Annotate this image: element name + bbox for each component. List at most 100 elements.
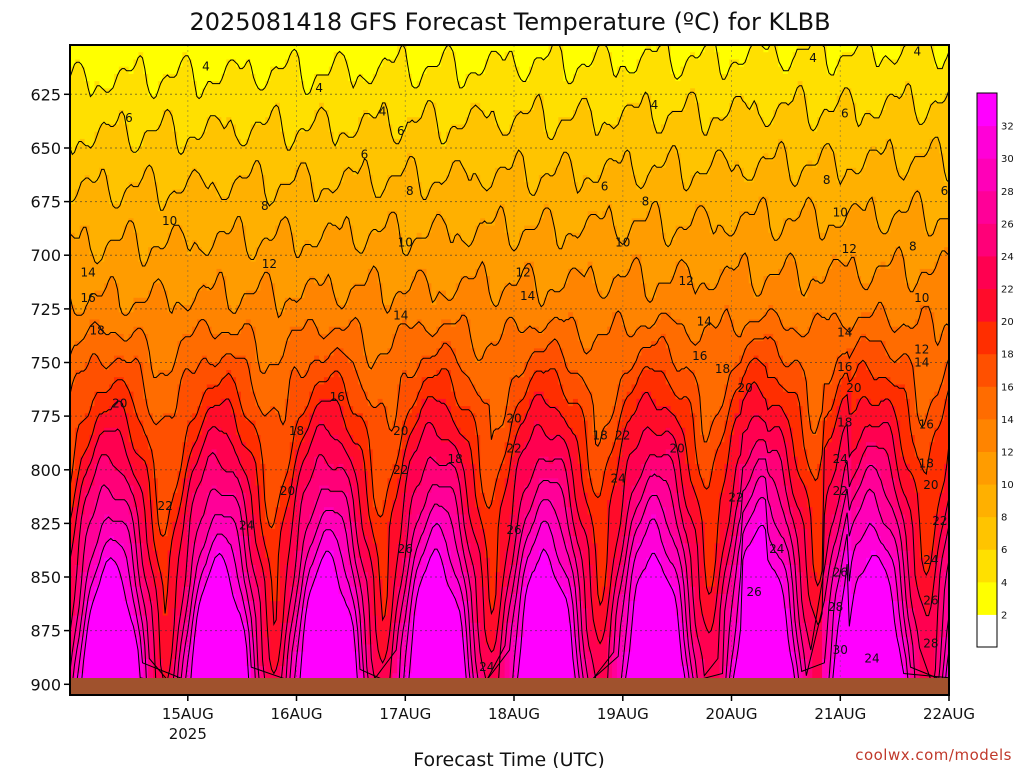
temperature-band-cell bbox=[714, 326, 721, 414]
temperature-band-cell bbox=[734, 622, 740, 660]
temperature-band-cell bbox=[284, 565, 291, 624]
temperature-band-cell bbox=[553, 579, 559, 695]
contour-label: 14 bbox=[697, 315, 712, 329]
temperature-band-cell bbox=[402, 254, 408, 292]
temperature-band-cell bbox=[494, 572, 501, 631]
temperature-band-cell bbox=[568, 456, 574, 508]
temperature-band-cell bbox=[944, 95, 949, 183]
temperature-band-cell bbox=[719, 73, 725, 118]
temperature-band-cell bbox=[157, 283, 164, 371]
temperature-band-cell bbox=[470, 73, 476, 104]
temperature-band-cell bbox=[841, 88, 848, 176]
temperature-band-cell bbox=[861, 536, 867, 573]
temperature-band-cell bbox=[328, 66, 335, 133]
temperature-band-cell bbox=[309, 247, 315, 277]
temperature-band-cell bbox=[782, 362, 789, 393]
temperature-band-cell bbox=[99, 45, 105, 89]
temperature-band-cell bbox=[323, 427, 330, 465]
temperature-band-cell bbox=[358, 557, 364, 588]
temperature-band-cell bbox=[538, 218, 545, 306]
temperature-band-cell bbox=[240, 492, 247, 537]
temperature-band-cell bbox=[221, 333, 227, 357]
temperature-band-cell bbox=[792, 528, 799, 566]
colorbar-label: 10 bbox=[1001, 480, 1014, 491]
temperature-band-cell bbox=[99, 485, 105, 523]
temperature-band-cell bbox=[387, 427, 393, 479]
temperature-band-cell bbox=[358, 449, 364, 516]
temperature-band-cell bbox=[499, 500, 506, 588]
temperature-band-cell bbox=[836, 225, 843, 263]
temperature-band-cell bbox=[426, 45, 432, 68]
temperature-band-cell bbox=[231, 471, 237, 494]
temperature-band-cell bbox=[192, 463, 198, 494]
temperature-band-cell bbox=[538, 370, 545, 393]
temperature-band-cell bbox=[514, 45, 520, 68]
temperature-band-cell bbox=[153, 283, 159, 378]
temperature-band-cell bbox=[187, 138, 193, 176]
temperature-band-cell bbox=[592, 52, 598, 133]
temperature-band-cell bbox=[74, 146, 81, 191]
temperature-band-cell bbox=[582, 384, 589, 422]
temperature-band-cell bbox=[656, 456, 662, 479]
temperature-band-cell bbox=[529, 478, 535, 508]
temperature-band-cell bbox=[538, 95, 545, 176]
temperature-band-cell bbox=[714, 225, 721, 284]
temperature-band-cell bbox=[699, 203, 706, 284]
temperature-band-cell bbox=[851, 550, 857, 595]
temperature-band-cell bbox=[397, 175, 403, 234]
contour-label: 20 bbox=[280, 484, 295, 498]
temperature-band-cell bbox=[148, 247, 154, 292]
temperature-band-cell bbox=[411, 326, 418, 378]
temperature-band-cell bbox=[743, 326, 750, 349]
temperature-band-cell bbox=[509, 565, 515, 595]
temperature-band-cell bbox=[831, 658, 838, 695]
temperature-band-cell bbox=[909, 362, 916, 436]
temperature-band-cell bbox=[734, 59, 740, 97]
temperature-band-cell bbox=[162, 203, 169, 248]
temperature-band-cell bbox=[533, 348, 540, 371]
temperature-band-cell bbox=[758, 160, 765, 198]
temperature-band-cell bbox=[553, 478, 559, 516]
temperature-band-cell bbox=[597, 442, 603, 494]
temperature-band-cell bbox=[353, 131, 359, 176]
temperature-band-cell bbox=[489, 182, 496, 227]
temperature-band-cell bbox=[133, 232, 139, 299]
temperature-band-cell bbox=[587, 182, 594, 212]
temperature-band-cell bbox=[734, 362, 740, 393]
temperature-band-cell bbox=[841, 586, 848, 695]
temperature-band-cell bbox=[856, 463, 862, 487]
temperature-band-cell bbox=[822, 384, 828, 422]
temperature-band-cell bbox=[353, 370, 359, 414]
temperature-band-cell bbox=[480, 45, 486, 75]
temperature-band-cell bbox=[763, 333, 769, 364]
credit-text: coolwx.com/models bbox=[855, 746, 1012, 764]
temperature-band-cell bbox=[836, 384, 843, 407]
temperature-band-cell bbox=[104, 413, 110, 429]
temperature-band-cell bbox=[211, 240, 218, 284]
temperature-band-cell bbox=[529, 110, 535, 198]
temperature-band-cell bbox=[714, 413, 721, 451]
temperature-band-cell bbox=[885, 138, 891, 234]
temperature-band-cell bbox=[514, 528, 520, 566]
temperature-band-cell bbox=[665, 485, 672, 530]
temperature-band-cell bbox=[309, 478, 315, 516]
temperature-band-cell bbox=[192, 637, 198, 695]
temperature-band-cell bbox=[489, 608, 496, 653]
temperature-band-cell bbox=[133, 586, 139, 617]
temperature-band-cell bbox=[446, 485, 452, 516]
temperature-band-cell bbox=[279, 355, 286, 422]
temperature-band-cell bbox=[568, 160, 574, 234]
temperature-band-cell bbox=[113, 471, 120, 501]
temperature-band-cell bbox=[919, 268, 926, 306]
temperature-band-cell bbox=[157, 420, 164, 530]
temperature-band-cell bbox=[382, 658, 389, 695]
temperature-band-cell bbox=[519, 45, 525, 82]
temperature-band-cell bbox=[431, 102, 437, 183]
temperature-band-cell bbox=[123, 189, 130, 227]
temperature-band-cell bbox=[99, 413, 105, 436]
temperature-band-cell bbox=[641, 514, 647, 537]
temperature-band-cell bbox=[177, 153, 183, 191]
temperature-band-cell bbox=[763, 362, 769, 400]
temperature-band-cell bbox=[153, 550, 159, 588]
temperature-band-cell bbox=[739, 66, 745, 97]
